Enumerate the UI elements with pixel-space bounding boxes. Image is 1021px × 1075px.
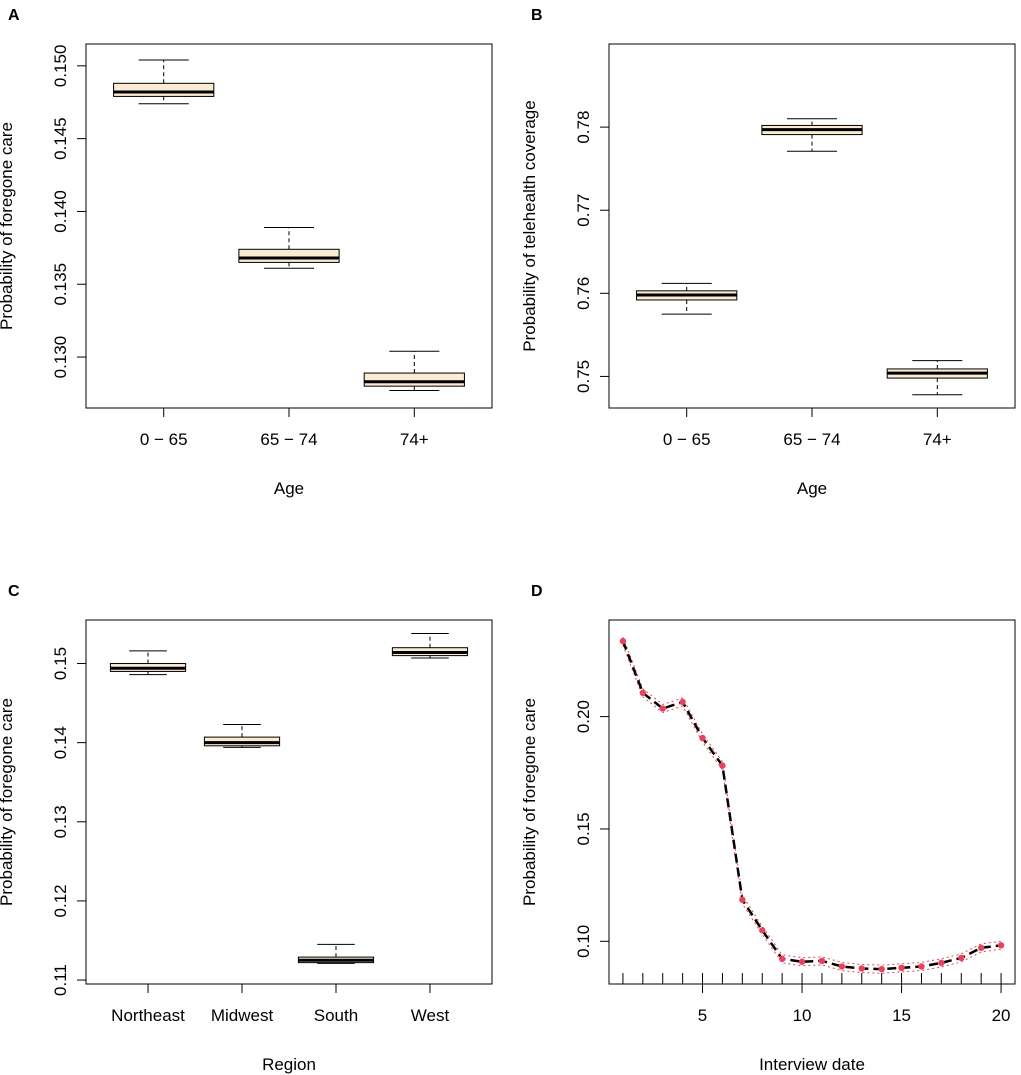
y-tick-label: 0.145: [51, 117, 70, 160]
y-tick-label: 0.12: [51, 884, 70, 917]
box: [363, 372, 465, 387]
x-tick-label: Midwest: [211, 1006, 274, 1025]
data-point: [798, 958, 806, 965]
x-tick-label: 0 − 65: [140, 430, 188, 449]
data-point: [699, 734, 706, 742]
y-axis-title: Probability of telehealth coverage: [520, 100, 539, 351]
data-point: [679, 698, 686, 706]
panel-letter: D: [531, 583, 543, 600]
data-point: [977, 944, 985, 952]
y-tick-label: 0.14: [51, 726, 70, 759]
y-tick-label: 0.13: [51, 805, 70, 838]
plot-frame: [85, 43, 493, 409]
x-tick-label: 10: [793, 1006, 812, 1025]
data-point: [898, 964, 905, 972]
series-line: [621, 640, 1002, 971]
x-tick-label: West: [411, 1006, 450, 1025]
data-point: [619, 637, 627, 645]
x-tick-label: 0 − 65: [663, 430, 711, 449]
x-tick-label: South: [314, 1006, 358, 1025]
x-axis-title: Interview date: [759, 1055, 865, 1074]
data-point: [938, 959, 945, 967]
data-point: [778, 955, 786, 963]
plot-frame: [608, 43, 1016, 409]
box: [113, 82, 215, 97]
panel-letter: A: [8, 7, 20, 24]
data-point: [639, 689, 647, 696]
y-tick-label: 0.150: [51, 45, 70, 88]
y-tick-label: 0.15: [574, 812, 593, 845]
x-tick-label: 15: [892, 1006, 911, 1025]
x-tick-label: 65 − 74: [783, 430, 840, 449]
data-point: [918, 963, 925, 970]
y-tick-label: 0.135: [51, 263, 70, 306]
y-tick-label: 0.76: [574, 277, 593, 310]
y-tick-label: 0.15: [51, 647, 70, 680]
x-tick-label: 74+: [400, 430, 429, 449]
x-axis-title: Age: [797, 479, 827, 498]
x-axis-title: Age: [274, 479, 304, 498]
x-tick-label: 20: [992, 1006, 1011, 1025]
y-tick-label: 0.77: [574, 194, 593, 227]
data-point: [838, 963, 846, 970]
panel-letter: B: [531, 7, 543, 24]
data-point: [997, 942, 1005, 949]
y-tick-label: 0.10: [574, 925, 593, 958]
y-tick-label: 0.78: [574, 111, 593, 144]
x-tick-label: 74+: [923, 430, 952, 449]
panel-letter: C: [8, 583, 20, 600]
x-tick-label: Northeast: [111, 1006, 185, 1025]
y-tick-label: 0.11: [51, 964, 70, 996]
data-point: [759, 927, 766, 934]
box: [238, 248, 340, 263]
y-axis-title: Probability of foregone care: [520, 698, 539, 906]
data-point: [878, 965, 885, 973]
y-axis-title: Probability of foregone care: [0, 698, 16, 906]
y-tick-label: 0.20: [574, 700, 593, 733]
y-tick-label: 0.140: [51, 190, 70, 233]
upper-band-line: [622, 636, 1002, 966]
data-point: [958, 954, 965, 962]
y-tick-label: 0.75: [574, 360, 593, 393]
x-axis-title: Region: [262, 1055, 316, 1074]
data-point: [818, 957, 826, 965]
y-tick-label: 0.130: [51, 336, 70, 379]
data-point: [719, 762, 726, 769]
y-axis-title: Probability of foregone care: [0, 122, 16, 330]
x-tick-label: 5: [698, 1006, 707, 1025]
data-point: [739, 896, 746, 903]
x-tick-label: 65 − 74: [260, 430, 317, 449]
data-point: [659, 705, 666, 712]
data-point: [858, 965, 865, 972]
plot-frame: [85, 619, 493, 985]
lower-band-line: [622, 644, 1002, 974]
plot-frame: [608, 619, 1016, 985]
